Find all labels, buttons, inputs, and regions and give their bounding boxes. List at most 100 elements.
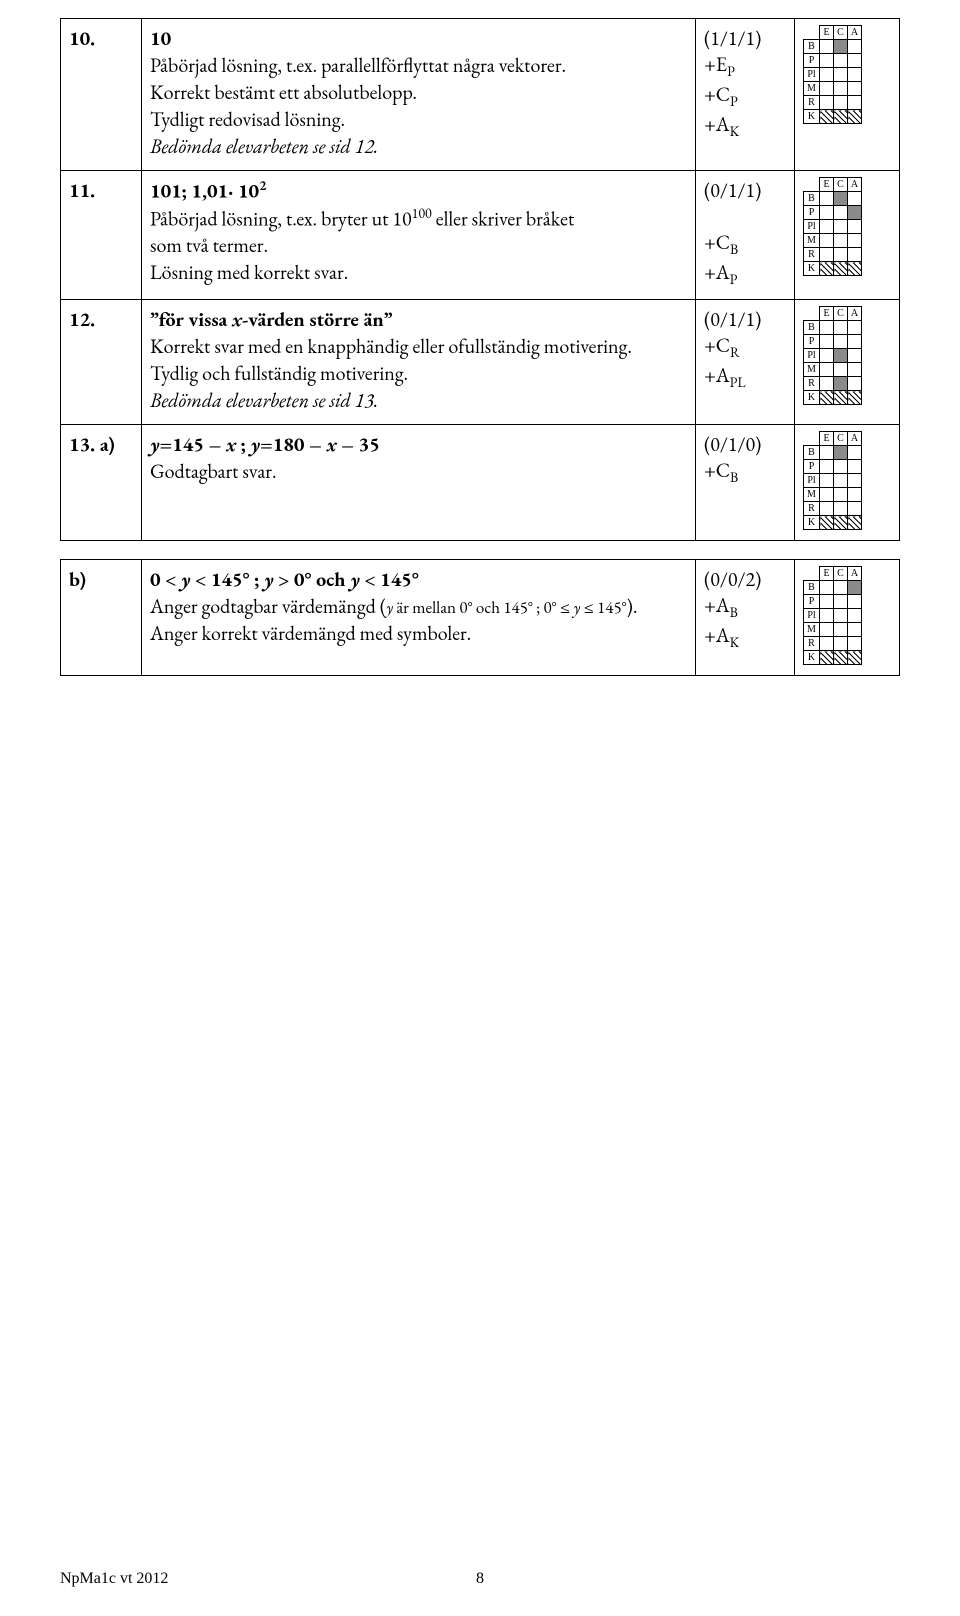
rubric-row-label: K: [804, 391, 820, 405]
rubric-cell: [820, 516, 834, 530]
rubric-row-label: R: [804, 637, 820, 651]
rubric-cell: [834, 488, 848, 502]
score-line: (0/1/0): [704, 431, 786, 457]
rubric-cell: [820, 488, 834, 502]
rubric-cell: [848, 220, 862, 234]
score-line: +CR: [704, 332, 786, 362]
question-description: 0 < y < 145° ; y > 0° och y < 145°Anger …: [142, 560, 696, 676]
rubric-cell-container: ECABPPlMRK: [795, 171, 900, 300]
rubric-cell: [834, 623, 848, 637]
question-description: 10Påbörjad lösning, t.ex. parallellförfl…: [142, 19, 696, 171]
rubric-col-label: E: [820, 26, 834, 40]
answer-line: ”för vissa x-värden större än”: [150, 306, 687, 333]
rubric-row-label: M: [804, 363, 820, 377]
rubric-cell: [848, 609, 862, 623]
rubric-cell: [820, 40, 834, 54]
rubric-col-label: A: [848, 178, 862, 192]
rubric-cell: [848, 68, 862, 82]
answer-line: 101; 1,01· 102: [150, 177, 687, 205]
score-line: (0/1/1): [704, 177, 786, 203]
rubric-cell: [820, 262, 834, 276]
rubric-cell: [834, 502, 848, 516]
rubric-cell: [848, 40, 862, 54]
criteria-line: Tydlig och fullständig motivering.: [150, 360, 687, 387]
rubric-row-label: M: [804, 82, 820, 96]
rubric-cell: [848, 446, 862, 460]
rubric-cell: [848, 206, 862, 220]
note-line: Bedömda elevarbeten se sid 13.: [150, 387, 687, 414]
rubric-row-label: B: [804, 581, 820, 595]
rubric-row-label: Pl: [804, 609, 820, 623]
rubric-cell: [820, 82, 834, 96]
rubric-cell: [820, 637, 834, 651]
rubric-cell: [820, 192, 834, 206]
rubric-row-label: R: [804, 96, 820, 110]
criteria-line: Anger godtagbar värdemängd (y är mellan …: [150, 593, 687, 620]
rubric-cell: [848, 248, 862, 262]
rubric-row-label: Pl: [804, 68, 820, 82]
rubric-col-label: A: [848, 307, 862, 321]
note-line: Bedömda elevarbeten se sid 12.: [150, 133, 687, 160]
answer-line: y=145 – x ; y=180 – x – 35: [150, 431, 687, 458]
rubric-cell: [820, 234, 834, 248]
rubric-cell: [820, 335, 834, 349]
scoring-table: 10.10Påbörjad lösning, t.ex. parallellfö…: [60, 18, 900, 676]
question-number: 11.: [61, 171, 142, 300]
question-number: 13. a): [61, 425, 142, 541]
page: 10.10Påbörjad lösning, t.ex. parallellfö…: [0, 0, 960, 1616]
rubric-grid: ECABPPlMRK: [803, 177, 862, 276]
rubric-cell: [834, 446, 848, 460]
rubric-row-label: M: [804, 623, 820, 637]
rubric-cell-container: ECABPPlMRK: [795, 560, 900, 676]
rubric-row-label: M: [804, 234, 820, 248]
rubric-row-label: P: [804, 54, 820, 68]
rubric-cell: [834, 262, 848, 276]
rubric-row-label: R: [804, 248, 820, 262]
rubric-cell: [848, 637, 862, 651]
rubric-cell: [848, 192, 862, 206]
rubric-grid: ECABPPlMRK: [803, 25, 862, 124]
rubric-cell: [834, 110, 848, 124]
rubric-cell: [848, 234, 862, 248]
rubric-cell: [834, 220, 848, 234]
score-column: (0/0/2)+AB+AK: [696, 560, 795, 676]
rubric-cell: [820, 623, 834, 637]
rubric-cell: [834, 377, 848, 391]
score-line: +CB: [704, 229, 786, 259]
score-line: +CB: [704, 457, 786, 487]
score-line: [704, 203, 786, 229]
rubric-cell: [848, 474, 862, 488]
rubric-cell: [848, 349, 862, 363]
rubric-col-label: C: [834, 432, 848, 446]
rubric-row-label: P: [804, 335, 820, 349]
rubric-cell: [820, 446, 834, 460]
rubric-cell: [820, 581, 834, 595]
rubric-cell: [820, 595, 834, 609]
rubric-cell: [834, 581, 848, 595]
criteria-line: Korrekt bestämt ett absolutbelopp.: [150, 79, 687, 106]
rubric-cell: [834, 460, 848, 474]
rubric-cell: [820, 248, 834, 262]
rubric-cell: [834, 234, 848, 248]
spacer: [61, 541, 900, 560]
rubric-col-label: C: [834, 307, 848, 321]
rubric-cell: [834, 248, 848, 262]
rubric-cell: [820, 68, 834, 82]
rubric-cell: [820, 651, 834, 665]
score-line: +AK: [704, 622, 786, 652]
rubric-cell: [834, 609, 848, 623]
rubric-grid: ECABPPlMRK: [803, 431, 862, 530]
page-number: 8: [476, 1570, 484, 1588]
criteria-line: Påbörjad lösning, t.ex. parallellförflyt…: [150, 52, 687, 79]
rubric-cell: [820, 609, 834, 623]
rubric-cell: [848, 363, 862, 377]
rubric-cell: [834, 321, 848, 335]
rubric-col-label: C: [834, 26, 848, 40]
rubric-cell: [834, 68, 848, 82]
score-line: +AB: [704, 592, 786, 622]
question-description: ”för vissa x-värden större än”Korrekt sv…: [142, 300, 696, 425]
rubric-col-label: C: [834, 567, 848, 581]
rubric-col-label: E: [820, 567, 834, 581]
score-line: +AK: [704, 111, 786, 141]
rubric-row-label: M: [804, 488, 820, 502]
